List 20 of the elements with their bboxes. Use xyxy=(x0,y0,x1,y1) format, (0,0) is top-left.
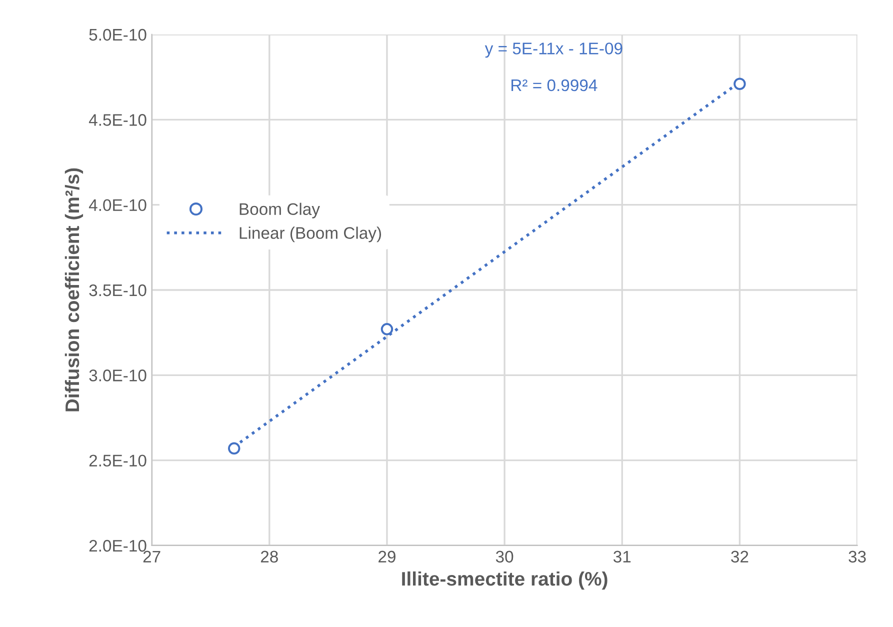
x-tick-label: 32 xyxy=(731,550,748,563)
legend-label: Linear (Boom Clay) xyxy=(240,226,382,242)
y-tick-label: 3.5E-10 xyxy=(89,284,146,296)
y-tick-label: 5.0E-10 xyxy=(89,28,146,41)
x-tick-label: 33 xyxy=(848,550,866,563)
legend-label: Boom Clay xyxy=(240,202,320,218)
y-tick-label: 4.5E-10 xyxy=(88,114,146,126)
y-axis-title: Diffusion coefficient (m²/s) xyxy=(64,168,84,412)
x-tick-label: 29 xyxy=(378,550,396,563)
y-tick-label: 2.5E-10 xyxy=(89,454,146,467)
x-tick-label: 31 xyxy=(613,550,631,563)
y-tick-label: 3.0E-10 xyxy=(89,370,146,382)
x-tick-label: 30 xyxy=(496,550,514,563)
y-tick-label: 2.0E-10 xyxy=(89,540,146,552)
x-tick-label: 28 xyxy=(260,550,278,563)
y-tick-label: 4.0E-10 xyxy=(88,199,146,212)
annotation: y = 5E-11x - 1E-09 xyxy=(484,42,622,58)
x-axis-title: Illite-smectite ratio (%) xyxy=(402,571,608,590)
x-tick-label: 27 xyxy=(143,550,160,562)
annotation: R² = 0.9994 xyxy=(512,79,598,92)
